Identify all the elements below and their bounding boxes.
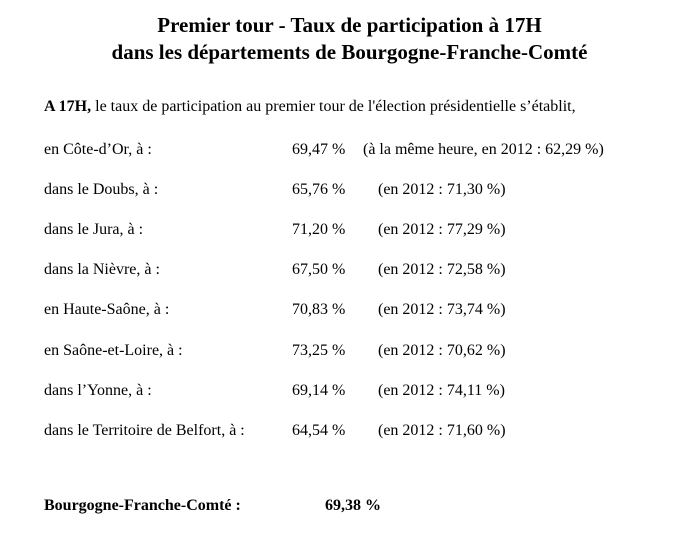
department-row-yonne: dans l’Yonne, à : 69,14 % (en 2012 : 74,… (0, 381, 699, 403)
department-label: en Saône-et-Loire, à : (44, 342, 183, 359)
department-label: dans le Jura, à : (44, 221, 144, 238)
department-rate: 73,25 % (292, 342, 346, 359)
department-row-territoire-de-belfort: dans le Territoire de Belfort, à : 64,54… (0, 421, 699, 443)
department-2012-comparison: (en 2012 : 72,58 %) (378, 261, 506, 278)
region-total-label: Bourgogne-Franche-Comté : (44, 497, 241, 514)
region-total-row: Bourgogne-Franche-Comté : 69,38 % (0, 496, 699, 518)
department-row-doubs: dans le Doubs, à : 65,76 % (en 2012 : 71… (0, 180, 699, 202)
department-2012-comparison: (en 2012 : 71,60 %) (378, 422, 506, 439)
intro-text: le taux de participation au premier tour… (91, 98, 576, 115)
department-row-saone-et-loire: en Saône-et-Loire, à : 73,25 % (en 2012 … (0, 341, 699, 363)
department-row-cote-dor: en Côte-d’Or, à : 69,47 % (à la même heu… (0, 140, 699, 162)
department-rate: 69,14 % (292, 382, 346, 399)
department-label: dans la Nièvre, à : (44, 261, 160, 278)
department-label: en Côte-d’Or, à : (44, 141, 152, 158)
department-label: dans l’Yonne, à : (44, 382, 152, 399)
department-label: dans le Doubs, à : (44, 181, 159, 198)
department-row-nievre: dans la Nièvre, à : 67,50 % (en 2012 : 7… (0, 260, 699, 282)
department-row-jura: dans le Jura, à : 71,20 % (en 2012 : 77,… (0, 220, 699, 242)
department-rate: 69,47 % (292, 141, 346, 158)
department-rate: 65,76 % (292, 181, 346, 198)
region-total-rate: 69,38 % (325, 497, 381, 514)
department-2012-comparison: (en 2012 : 77,29 %) (378, 221, 506, 238)
department-2012-comparison: (en 2012 : 73,74 %) (378, 301, 506, 318)
department-2012-comparison: (en 2012 : 70,62 %) (378, 342, 506, 359)
department-2012-comparison: (en 2012 : 74,11 %) (378, 382, 505, 399)
department-label: dans le Territoire de Belfort, à : (44, 422, 245, 439)
department-rate: 67,50 % (292, 261, 346, 278)
department-row-haute-saone: en Haute-Saône, à : 70,83 % (en 2012 : 7… (0, 300, 699, 322)
department-2012-comparison: (à la même heure, en 2012 : 62,29 %) (363, 141, 604, 158)
page-title-line-2: dans les départements de Bourgogne-Franc… (111, 40, 588, 64)
department-2012-comparison: (en 2012 : 71,30 %) (378, 181, 506, 198)
intro-bold-time: A 17H, (44, 98, 92, 115)
page-title-line-1: Premier tour - Taux de participation à 1… (157, 13, 542, 37)
department-rate: 70,83 % (292, 301, 346, 318)
intro-paragraph: A 17H, le taux de participation au premi… (44, 97, 576, 117)
department-rate: 64,54 % (292, 422, 346, 439)
department-label: en Haute-Saône, à : (44, 301, 170, 318)
department-rate: 71,20 % (292, 221, 346, 238)
